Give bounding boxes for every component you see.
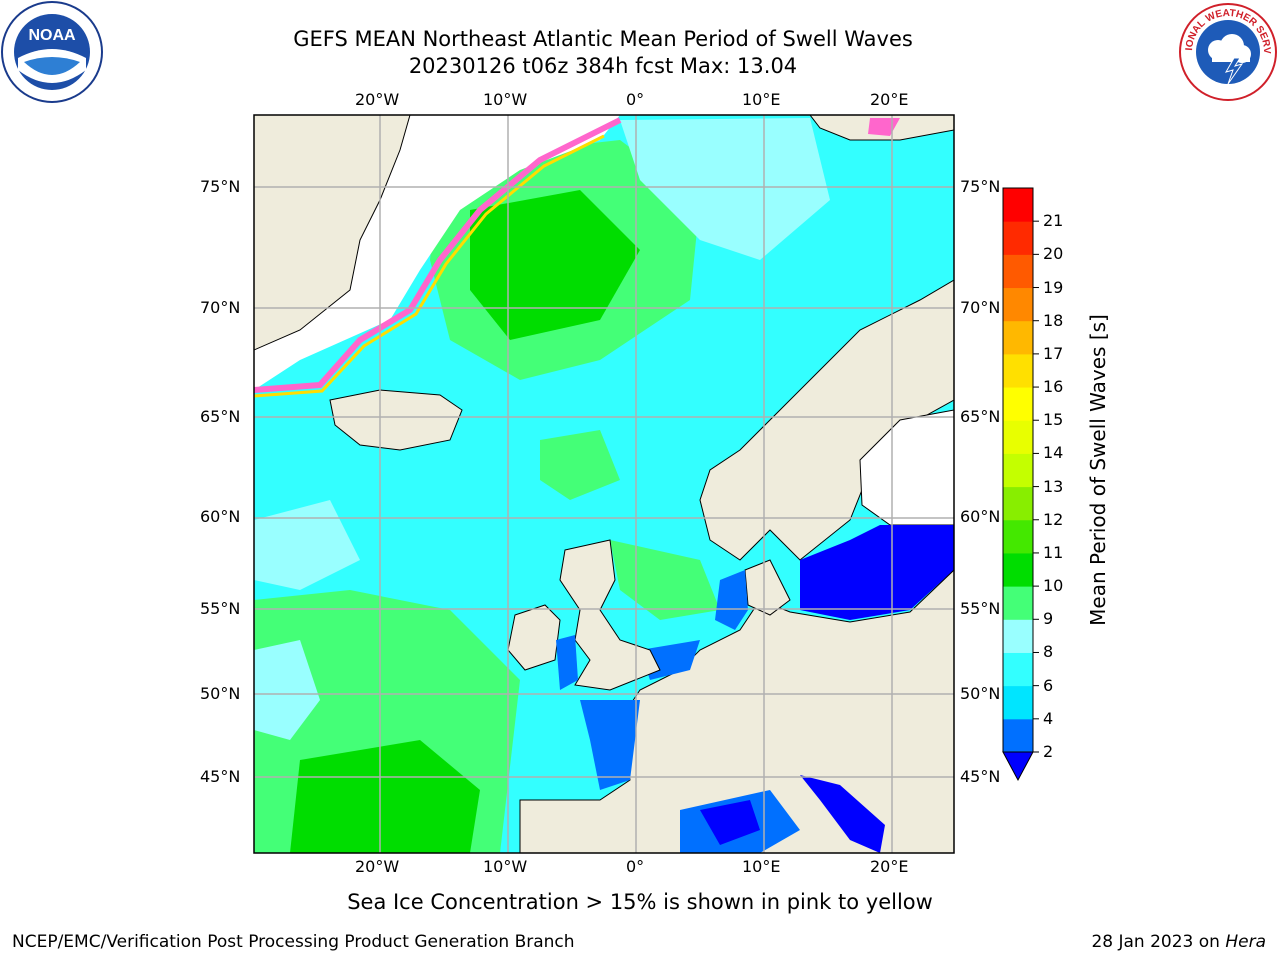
sea-ice-caption: Sea Ice Concentration > 15% is shown in … <box>347 890 933 914</box>
swell-zone <box>254 640 320 740</box>
map-frame <box>253 114 955 854</box>
colorbar-segment <box>1003 188 1033 222</box>
sea-ice-edge <box>254 117 622 393</box>
colorbar-tick-label: 10 <box>1043 576 1064 596</box>
colorbar-segment <box>1003 420 1033 454</box>
colorbar-tick-label: 11 <box>1043 542 1064 562</box>
lat-label-right: 70°N <box>960 298 1001 317</box>
colorbar-tick-label: 4 <box>1043 708 1054 728</box>
colorbar-tick-label: 18 <box>1043 310 1064 330</box>
colorbar-segment <box>1003 287 1033 322</box>
iceland-land <box>329 389 463 451</box>
lon-label-top: 10°E <box>742 90 781 109</box>
swell-zone <box>620 118 830 260</box>
lat-label-left: 55°N <box>200 599 241 618</box>
colorbar-tick-label: 15 <box>1043 410 1064 430</box>
lat-label-left: 75°N <box>200 177 241 196</box>
lon-label-bottom: 20°E <box>870 857 909 876</box>
colorbar-tick-label: 6 <box>1043 675 1054 695</box>
colorbar-title: Mean Period of Swell Waves [s] <box>1086 314 1110 626</box>
colorbar-tick-label: 16 <box>1043 377 1064 397</box>
colorbar-tick-label: 9 <box>1043 609 1054 629</box>
chart-title: GEFS MEAN Northeast Atlantic Mean Period… <box>293 27 913 51</box>
lon-label-bottom: 20°W <box>355 857 400 876</box>
colorbar-tick-label: 19 <box>1043 277 1064 297</box>
lon-label-top: 20°W <box>355 90 400 109</box>
lon-label-bottom: 10°W <box>483 857 528 876</box>
colorbar-segment <box>1003 652 1033 687</box>
colorbar-segment <box>1003 685 1033 720</box>
colorbar-segment <box>1003 519 1033 554</box>
colorbar-segment <box>1003 320 1033 355</box>
footer-date: 28 Jan 2023 on Hera <box>1091 932 1266 952</box>
footer-credit: NCEP/EMC/Verification Post Processing Pr… <box>12 932 575 952</box>
adriatic-sea <box>800 775 885 853</box>
colorbar-segment <box>1003 221 1033 255</box>
denmark-land <box>744 559 791 616</box>
nws-logo: NATIONAL WEATHER SERVICE <box>1178 2 1277 101</box>
lat-label-right: 75°N <box>960 177 1001 196</box>
swell-zone <box>254 500 360 590</box>
colorbar-segment <box>1003 387 1033 421</box>
lat-label-left: 60°N <box>200 507 241 526</box>
colorbar-tick-label: 21 <box>1043 211 1064 231</box>
gulf-of-bothnia <box>859 409 954 526</box>
colorbar-segment <box>1003 453 1033 488</box>
colorbar-tick-label: 2 <box>1043 742 1054 761</box>
sea-ice-edge <box>254 134 605 398</box>
swell-zone <box>540 430 620 500</box>
colorbar-tick-label: 12 <box>1043 509 1064 529</box>
footer-host: Hera <box>1225 932 1266 952</box>
colorbar-extend-arrow <box>1002 751 1034 782</box>
colorbar-tick-label: 17 <box>1043 343 1064 363</box>
colorbar-segment <box>1003 552 1033 587</box>
swell-zone <box>470 190 640 340</box>
chart-subtitle: 20230126 t06z 384h fcst Max: 13.04 <box>408 54 798 78</box>
swell-zone <box>290 740 480 853</box>
lat-label-left: 70°N <box>200 298 241 317</box>
lat-label-right: 55°N <box>960 599 1001 618</box>
lat-label-right: 50°N <box>960 684 1001 703</box>
swell-zone <box>610 540 720 620</box>
colorbar-segment <box>1003 353 1033 388</box>
colorbar-segment <box>1003 486 1033 521</box>
coastal-swell <box>715 570 748 630</box>
greenland-land <box>254 115 411 351</box>
lat-label-right: 60°N <box>960 507 1001 526</box>
noaa-logo: NOAA <box>1 1 103 103</box>
lat-label-right: 45°N <box>960 767 1001 786</box>
lon-label-top: 0° <box>626 90 645 109</box>
mediterranean <box>700 800 760 845</box>
irish-sea <box>556 635 578 690</box>
lon-label-bottom: 0° <box>626 857 645 876</box>
colorbar-tick-label: 20 <box>1043 244 1064 264</box>
lat-label-right: 65°N <box>960 407 1001 426</box>
graticule <box>254 115 954 853</box>
colorbar-tick-label: 8 <box>1043 642 1054 662</box>
lon-label-top: 20°E <box>870 90 909 109</box>
colorbar-segment <box>1003 619 1033 653</box>
footer-date-text: 28 Jan 2023 on <box>1091 932 1226 952</box>
lat-label-left: 45°N <box>200 767 241 786</box>
lon-label-top: 10°W <box>483 90 528 109</box>
colorbar-segment <box>1003 586 1033 620</box>
colorbar-tick-label: 13 <box>1043 476 1064 496</box>
biscay-swell <box>580 700 640 790</box>
lon-label-bottom: 10°E <box>742 857 781 876</box>
colorbar <box>1002 187 1039 782</box>
lat-label-left: 50°N <box>200 684 241 703</box>
colorbar-tick-label: 14 <box>1043 443 1064 463</box>
colorbar-segment <box>1003 254 1033 289</box>
baltic-sea <box>800 525 954 620</box>
lat-label-left: 65°N <box>200 407 241 426</box>
europe-land <box>519 569 954 853</box>
noaa-logo-text: NOAA <box>28 27 76 44</box>
colorbar-frame <box>1002 187 1034 753</box>
colorbar-segment <box>1003 718 1033 753</box>
great-britain-land <box>559 539 661 691</box>
